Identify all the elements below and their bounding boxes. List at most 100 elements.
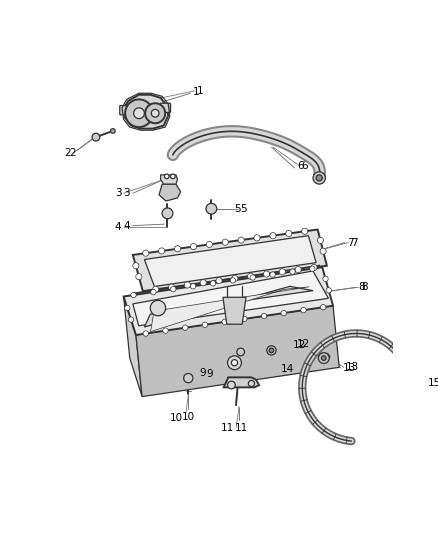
- Circle shape: [321, 304, 326, 310]
- Circle shape: [162, 208, 173, 219]
- FancyBboxPatch shape: [120, 106, 131, 115]
- Circle shape: [216, 278, 222, 284]
- Text: 6: 6: [297, 161, 304, 172]
- Circle shape: [267, 346, 276, 355]
- Circle shape: [290, 269, 295, 274]
- Circle shape: [222, 319, 227, 325]
- Circle shape: [254, 235, 260, 241]
- Text: 8: 8: [361, 282, 367, 292]
- Circle shape: [153, 286, 159, 293]
- Polygon shape: [224, 377, 259, 387]
- Text: 10: 10: [170, 413, 183, 423]
- Text: 5: 5: [234, 204, 241, 214]
- Polygon shape: [145, 236, 316, 287]
- Text: 2: 2: [64, 148, 71, 158]
- Circle shape: [133, 263, 139, 269]
- Circle shape: [318, 237, 324, 244]
- Text: 11: 11: [220, 423, 234, 433]
- Polygon shape: [318, 353, 330, 362]
- Circle shape: [191, 244, 197, 249]
- Text: 7: 7: [351, 238, 357, 248]
- Text: 11: 11: [234, 423, 248, 433]
- Circle shape: [164, 174, 169, 179]
- Circle shape: [407, 381, 412, 385]
- Text: 4: 4: [124, 221, 130, 231]
- Circle shape: [184, 374, 193, 383]
- Circle shape: [269, 348, 274, 353]
- Circle shape: [151, 109, 159, 117]
- Circle shape: [174, 246, 180, 252]
- Circle shape: [231, 360, 237, 366]
- Circle shape: [110, 128, 115, 133]
- Polygon shape: [223, 297, 246, 324]
- Circle shape: [286, 230, 292, 237]
- FancyBboxPatch shape: [160, 103, 170, 112]
- Text: 2: 2: [70, 148, 76, 158]
- Circle shape: [242, 316, 247, 321]
- Circle shape: [261, 313, 267, 319]
- Circle shape: [143, 331, 148, 336]
- Circle shape: [323, 276, 328, 281]
- Circle shape: [270, 232, 276, 239]
- Text: 12: 12: [297, 339, 310, 349]
- Circle shape: [250, 275, 255, 280]
- Circle shape: [202, 322, 208, 327]
- Circle shape: [295, 266, 301, 273]
- Polygon shape: [161, 175, 177, 184]
- Circle shape: [150, 301, 166, 316]
- Circle shape: [206, 203, 217, 214]
- Circle shape: [134, 108, 145, 119]
- Polygon shape: [136, 306, 339, 397]
- Circle shape: [302, 228, 308, 235]
- Circle shape: [281, 310, 286, 316]
- Circle shape: [222, 239, 228, 245]
- Circle shape: [170, 287, 176, 292]
- Circle shape: [170, 174, 175, 179]
- Circle shape: [125, 99, 153, 127]
- Text: 1: 1: [197, 86, 203, 96]
- Circle shape: [237, 348, 244, 356]
- Circle shape: [128, 317, 134, 322]
- Polygon shape: [145, 286, 313, 327]
- Text: 9: 9: [207, 369, 213, 379]
- Polygon shape: [124, 267, 333, 335]
- Circle shape: [163, 328, 168, 333]
- Circle shape: [248, 381, 254, 386]
- Polygon shape: [133, 230, 327, 291]
- Text: 14: 14: [281, 364, 294, 374]
- Circle shape: [169, 284, 175, 290]
- Text: 13: 13: [343, 363, 356, 373]
- Circle shape: [183, 325, 188, 330]
- Polygon shape: [133, 271, 328, 326]
- Circle shape: [210, 281, 215, 286]
- Text: 12: 12: [293, 340, 306, 350]
- Polygon shape: [124, 95, 168, 128]
- Circle shape: [310, 266, 315, 271]
- Circle shape: [184, 282, 191, 288]
- Circle shape: [301, 308, 306, 313]
- Circle shape: [313, 172, 325, 184]
- Text: 10: 10: [182, 411, 195, 422]
- Circle shape: [228, 381, 235, 389]
- Circle shape: [279, 269, 286, 275]
- Text: 7: 7: [347, 238, 353, 248]
- Text: 1: 1: [193, 87, 200, 98]
- Circle shape: [238, 237, 244, 243]
- Text: 6: 6: [301, 160, 308, 171]
- Text: 5: 5: [240, 204, 247, 214]
- Text: 4: 4: [115, 222, 121, 232]
- Circle shape: [320, 248, 326, 254]
- Circle shape: [143, 250, 149, 256]
- Text: 3: 3: [124, 188, 130, 198]
- Circle shape: [326, 288, 332, 293]
- Circle shape: [404, 377, 415, 388]
- Polygon shape: [159, 184, 180, 201]
- Circle shape: [159, 248, 165, 254]
- Text: 15: 15: [427, 378, 438, 387]
- Circle shape: [131, 292, 136, 298]
- Circle shape: [92, 133, 100, 141]
- Circle shape: [321, 356, 326, 360]
- Circle shape: [311, 264, 317, 271]
- Circle shape: [206, 241, 212, 247]
- Circle shape: [136, 273, 142, 280]
